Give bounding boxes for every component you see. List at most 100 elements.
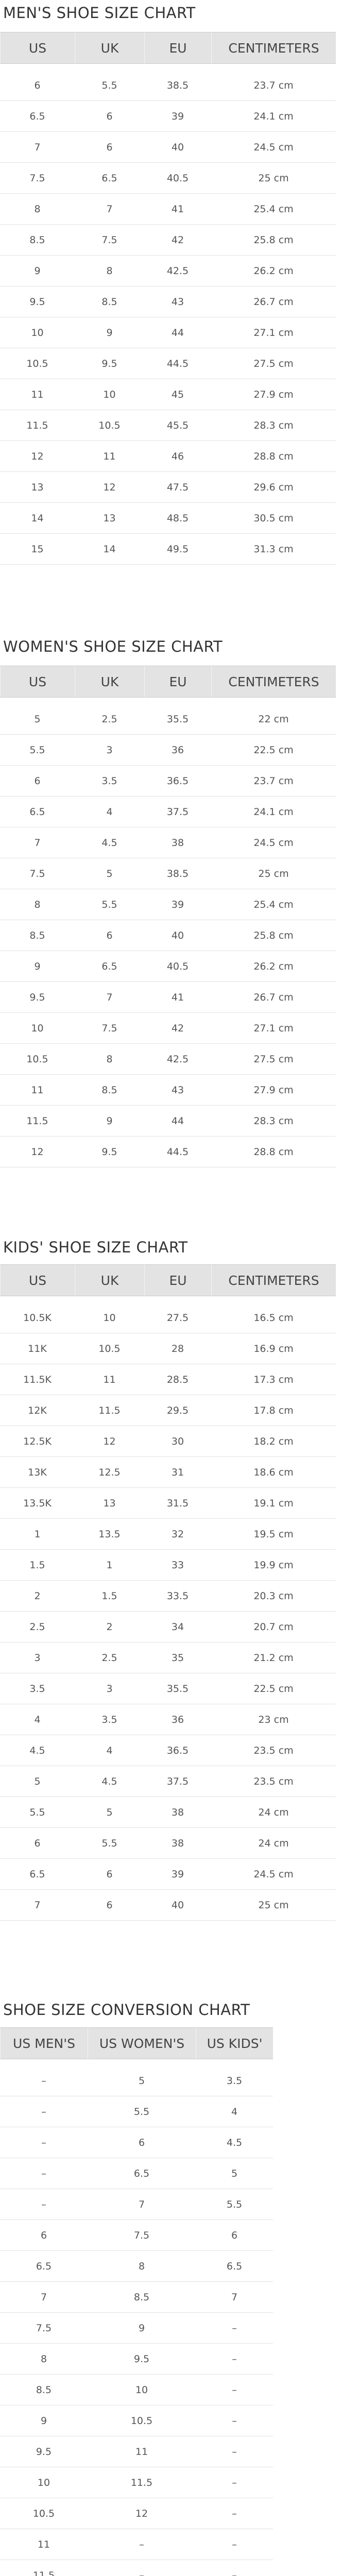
column-header: CENTIMETERS xyxy=(211,666,336,697)
table-cell: 11.5K xyxy=(23,1374,52,1385)
table-cell: 6 xyxy=(34,1837,41,1849)
table-row: 3 2.5 35 21.2 cm xyxy=(0,1642,336,1673)
table-cell: 11.5 xyxy=(130,2477,153,2488)
column-header: US WOMEN'S xyxy=(88,2028,196,2059)
table-cell: 27.1 cm xyxy=(253,327,294,338)
table-cell: 15 xyxy=(31,543,44,555)
table-row: – 6.5 5 xyxy=(0,2158,273,2189)
table-cell: 38 xyxy=(171,1806,184,1818)
column-header: UK xyxy=(75,666,144,697)
table-row: 8.5 7.5 42 25.8 cm xyxy=(0,225,336,256)
table-title: SHOE SIZE CONVERSION CHART xyxy=(3,2001,250,2019)
table-cell: 27.9 cm xyxy=(253,1084,294,1096)
table-cell: 33 xyxy=(171,1559,184,1571)
table-row: 10 11.5 – xyxy=(0,2467,273,2498)
table-cell: 14 xyxy=(103,543,116,555)
table-cell: 3.5 xyxy=(101,1714,117,1725)
table-cell: 30 xyxy=(171,1435,184,1447)
table-cell: 7.5 xyxy=(101,1022,117,1034)
table-cell: 25 cm xyxy=(258,868,289,879)
table-cell: 17.3 cm xyxy=(253,1374,294,1385)
table-row: 12 9.5 44.5 28.8 cm xyxy=(0,1137,336,1167)
table-cell: 46 xyxy=(171,450,184,462)
table-cell: 7 xyxy=(34,1899,41,1911)
column-header: UK xyxy=(75,1265,144,1296)
table-cell: 7.5 xyxy=(133,2229,150,2241)
column-header: CENTIMETERS xyxy=(211,32,336,63)
table-row: 10.5K 10 27.5 16.5 cm xyxy=(0,1302,336,1333)
table-cell: 7 xyxy=(138,2198,145,2210)
column-header: US xyxy=(0,1265,75,1296)
table-cell: 39 xyxy=(171,110,184,122)
table-row: 8 9.5 – xyxy=(0,2344,273,2375)
table-cell: – xyxy=(41,2106,46,2117)
table-cell: 5.5 xyxy=(226,2198,243,2210)
table-cell: 47.5 xyxy=(166,481,189,493)
table-row: 6.5 4 37.5 24.1 cm xyxy=(0,796,336,827)
table-row: 6.5 6 39 24.5 cm xyxy=(0,1859,336,1890)
table-cell: 5 xyxy=(106,1806,113,1818)
table-cell: 24.1 cm xyxy=(253,110,294,122)
table-cell: 4.5 xyxy=(29,1744,45,1756)
table-cell: 2.5 xyxy=(29,1621,45,1633)
table-cell: 13 xyxy=(31,481,44,493)
column-header: US xyxy=(0,666,75,697)
table-cell: 10.5 xyxy=(130,2415,153,2427)
table-cell: 27.5 cm xyxy=(253,1053,294,1065)
table-cell: 8 xyxy=(40,2353,47,2365)
table-cell: – xyxy=(232,2322,237,2334)
table-cell: 11 xyxy=(31,388,44,400)
table-cell: 12.5 xyxy=(98,1466,121,1478)
table-row: 11.5 10.5 45.5 28.3 cm xyxy=(0,410,336,441)
table-cell: 34 xyxy=(171,1621,184,1633)
table-cell: 8.5 xyxy=(29,234,45,246)
table-cell: 37.5 xyxy=(166,1775,189,1787)
table-cell: 23.5 cm xyxy=(253,1744,294,1756)
table-cell: 5 xyxy=(138,2075,145,2087)
table-cell: 12 xyxy=(103,481,116,493)
table-cell: 2.5 xyxy=(101,1652,117,1664)
table-cell: 48.5 xyxy=(166,512,189,524)
table-cell: 26.2 cm xyxy=(253,265,294,277)
table-cell: 1 xyxy=(106,1559,113,1571)
table-cell: 12 xyxy=(31,1146,44,1158)
table-cell: 6 xyxy=(34,775,41,787)
table-row: 6 3.5 36.5 23.7 cm xyxy=(0,766,336,796)
table-cell: 25.8 cm xyxy=(253,929,294,941)
table-row: 1.5 1 33 19.9 cm xyxy=(0,1550,336,1581)
table-cell: 11.5 xyxy=(26,419,48,431)
table-cell: 11K xyxy=(28,1343,47,1354)
table-cell: 5.5 xyxy=(29,744,45,756)
table-cell: 30.5 cm xyxy=(253,512,294,524)
table-row: 7 6 40 24.5 cm xyxy=(0,132,336,163)
table-cell: 45.5 xyxy=(166,419,189,431)
table-cell: – xyxy=(232,2415,237,2427)
table-cell: 5.5 xyxy=(29,1806,45,1818)
table-cell: 8 xyxy=(138,2260,145,2272)
table-row: 2.5 2 34 20.7 cm xyxy=(0,1612,336,1642)
table-cell: 8 xyxy=(34,899,41,910)
table-cell: 8.5 xyxy=(101,296,117,308)
table-cell: 6 xyxy=(34,79,41,91)
table-row: 10 9 44 27.1 cm xyxy=(0,317,336,348)
table-cell: 3.5 xyxy=(29,1683,45,1694)
table-title: MEN'S SHOE SIZE CHART xyxy=(3,4,196,22)
table-cell: 12 xyxy=(103,1435,116,1447)
table-row: 5.5 5 38 24 cm xyxy=(0,1797,336,1828)
table-cell: 5.5 xyxy=(101,79,117,91)
table-cell: 28.3 cm xyxy=(253,419,294,431)
table-row: 8 5.5 39 25.4 cm xyxy=(0,889,336,920)
table-row: 5 4.5 37.5 23.5 cm xyxy=(0,1766,336,1797)
table-cell: 9 xyxy=(40,2415,47,2427)
table-cell: 10 xyxy=(31,327,44,338)
table-cell: 23 cm xyxy=(258,1714,289,1725)
table-row: 4.5 4 36.5 23.5 cm xyxy=(0,1735,336,1766)
table-cell: 6 xyxy=(40,2229,47,2241)
table-cell: 6.5 xyxy=(101,172,117,184)
table-cell: 26.7 cm xyxy=(253,296,294,308)
table-cell: 33.5 xyxy=(166,1590,189,1602)
table-cell: 25.8 cm xyxy=(253,234,294,246)
table-cell: 10 xyxy=(37,2477,50,2488)
table-cell: 2 xyxy=(106,1621,113,1633)
table-row: 12K 11.5 29.5 17.8 cm xyxy=(0,1395,336,1426)
